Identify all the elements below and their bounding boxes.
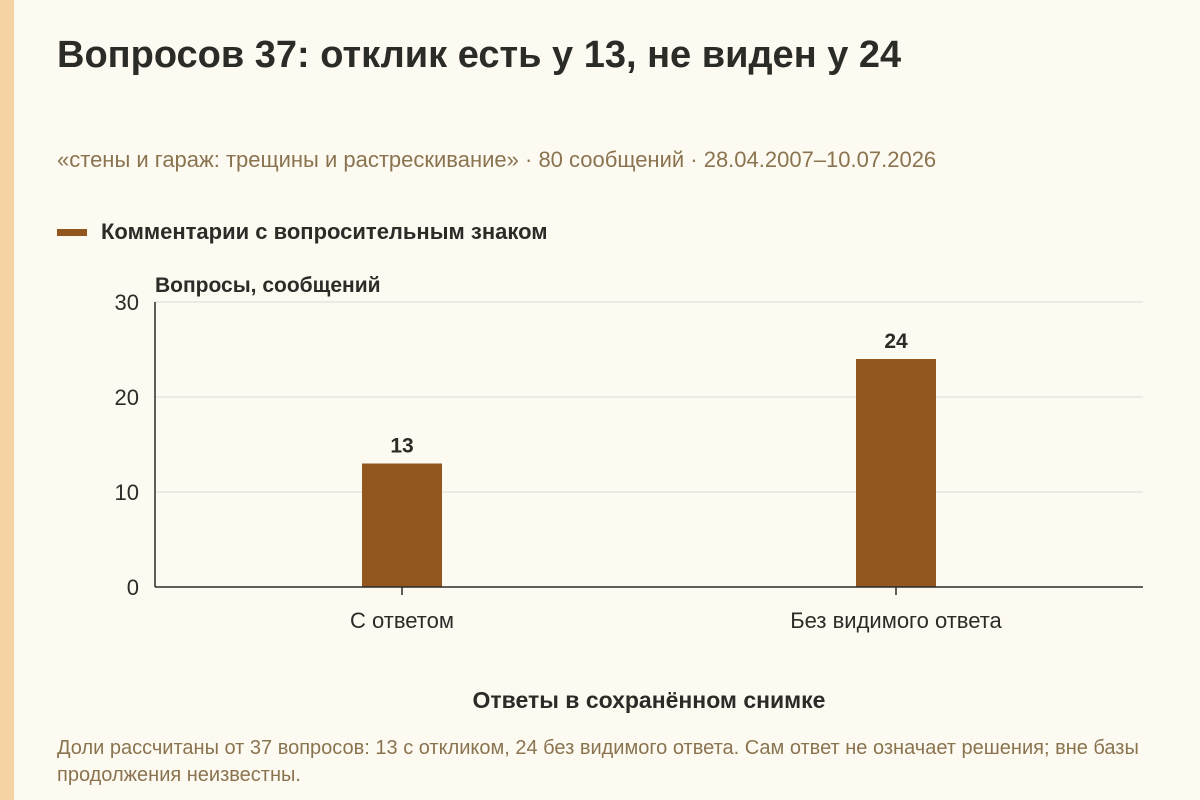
legend-swatch <box>57 228 87 236</box>
bar <box>856 359 936 587</box>
footnote: Доли рассчитаны от 37 вопросов: 13 с отк… <box>57 737 1139 786</box>
bar <box>362 463 442 587</box>
chart-subtitle: «стены и гараж: трещины и растрескивание… <box>57 147 937 172</box>
bar-value-label: 13 <box>390 435 413 458</box>
x-tick-label: С ответом <box>350 608 454 633</box>
x-axis-title: Ответы в сохранённом снимке <box>473 687 826 713</box>
y-tick-label: 10 <box>115 480 139 505</box>
y-tick-label: 30 <box>115 290 139 315</box>
x-tick-label: Без видимого ответа <box>790 608 1002 633</box>
legend: Комментарии с вопросительным знаком <box>57 219 548 245</box>
y-tick-label: 20 <box>115 385 139 410</box>
accent-stripe <box>0 0 14 800</box>
legend-label: Комментарии с вопросительным знаком <box>101 219 548 244</box>
y-tick-label: 0 <box>127 575 139 600</box>
bar-value-label: 24 <box>884 330 908 353</box>
y-axis-title: Вопросы, сообщений <box>155 274 381 297</box>
chart-title: Вопросов 37: отклик есть у 13, не виден … <box>57 34 902 76</box>
